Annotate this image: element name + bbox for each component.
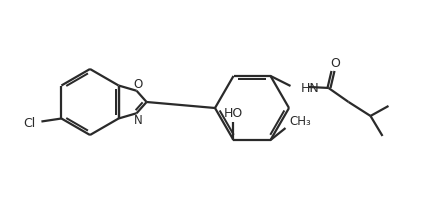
Text: O: O: [331, 57, 340, 70]
Text: HO: HO: [224, 106, 243, 119]
Text: CH₃: CH₃: [290, 115, 311, 128]
Text: HN: HN: [301, 82, 319, 95]
Text: N: N: [134, 114, 143, 127]
Text: Cl: Cl: [23, 117, 36, 130]
Text: O: O: [133, 78, 142, 91]
